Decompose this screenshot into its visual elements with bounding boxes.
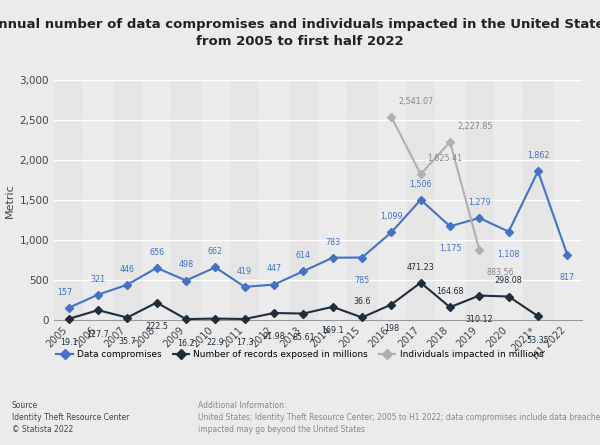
Text: 36.6: 36.6: [353, 297, 371, 306]
Text: Annual number of data compromises and individuals impacted in the United States
: Annual number of data compromises and in…: [0, 18, 600, 48]
Bar: [172, 80, 200, 320]
Text: 2,227.85: 2,227.85: [457, 122, 493, 131]
Text: 16.2: 16.2: [177, 339, 195, 348]
Text: 447: 447: [266, 264, 281, 274]
Bar: [289, 80, 318, 320]
Text: 785: 785: [355, 275, 370, 284]
Text: 22.9: 22.9: [206, 338, 224, 347]
Text: 471.23: 471.23: [407, 263, 434, 271]
Text: 91.98: 91.98: [263, 332, 286, 341]
Text: 310.12: 310.12: [466, 315, 493, 324]
Text: 1,108: 1,108: [497, 250, 520, 259]
Text: 446: 446: [120, 265, 135, 274]
Bar: [54, 80, 83, 320]
Text: 817: 817: [560, 273, 575, 282]
Text: 419: 419: [237, 267, 252, 276]
Y-axis label: Metric: Metric: [5, 183, 16, 218]
Bar: [347, 80, 377, 320]
Text: 1,862: 1,862: [527, 151, 549, 160]
Text: 17.3: 17.3: [236, 339, 253, 348]
Text: 1,279: 1,279: [468, 198, 491, 207]
Text: 298.08: 298.08: [495, 276, 523, 285]
Text: 127.7: 127.7: [86, 330, 109, 339]
Text: 883.56: 883.56: [486, 268, 514, 277]
Bar: [230, 80, 259, 320]
Text: 498: 498: [178, 260, 194, 269]
Text: 198: 198: [384, 324, 399, 333]
Text: 169.1: 169.1: [322, 326, 344, 335]
Bar: [464, 80, 494, 320]
Text: 164.68: 164.68: [436, 287, 464, 296]
Text: 656: 656: [149, 248, 164, 257]
Text: Source
Identity Theft Resource Center
© Statista 2022: Source Identity Theft Resource Center © …: [12, 400, 130, 434]
Bar: [113, 80, 142, 320]
Text: 35.7: 35.7: [118, 337, 136, 346]
Bar: [406, 80, 436, 320]
Text: 1,506: 1,506: [409, 180, 432, 189]
Text: 614: 614: [296, 251, 311, 260]
Text: 783: 783: [325, 238, 340, 247]
Text: 222.5: 222.5: [145, 322, 168, 331]
Text: 19.1: 19.1: [60, 338, 77, 347]
Text: 1,825.41: 1,825.41: [428, 154, 463, 163]
Text: 2,541.07: 2,541.07: [398, 97, 434, 106]
Text: 1,175: 1,175: [439, 244, 461, 253]
Text: 85.61: 85.61: [292, 333, 314, 342]
Legend: Data compromises, Number of records exposed in millions, Individuals impacted in: Data compromises, Number of records expo…: [53, 346, 547, 363]
Text: 157: 157: [58, 288, 73, 297]
Text: 53.35: 53.35: [527, 336, 550, 344]
Text: 662: 662: [208, 247, 223, 256]
Text: Additional Information:
United States; Identity Theft Resource Center; 2005 to H: Additional Information: United States; I…: [198, 400, 600, 434]
Text: 1,099: 1,099: [380, 212, 403, 221]
Text: 321: 321: [91, 275, 106, 283]
Bar: [523, 80, 553, 320]
